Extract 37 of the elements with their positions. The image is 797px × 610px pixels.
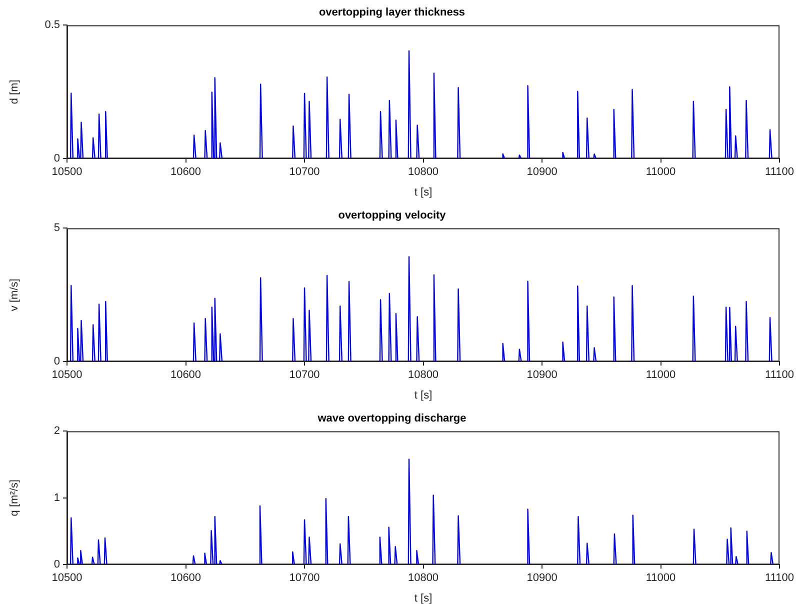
y-tick-label: 1: [54, 492, 60, 504]
x-tick-label: 11000: [646, 572, 676, 584]
x-axis-title: t [s]: [414, 389, 432, 402]
x-axis-title: t [s]: [414, 186, 432, 198]
x-tick-label: 10900: [526, 572, 558, 584]
x-tick-label: 10500: [52, 166, 82, 178]
x-tick-label: 10500: [52, 572, 82, 584]
y-axis-title: q [m²/s]: [8, 480, 21, 516]
y-tick-label: 0.5: [44, 19, 60, 32]
x-tick-label: 10600: [170, 166, 202, 178]
x-tick-label: 10700: [289, 572, 320, 584]
y-axis-title: d [m]: [8, 80, 21, 104]
x-tick-label: 11000: [646, 166, 676, 178]
x-axis-title: t [s]: [414, 592, 432, 604]
x-tick-label: 11000: [646, 369, 676, 382]
x-tick-label: 10800: [408, 572, 439, 584]
x-tick-label: 10500: [52, 369, 82, 382]
y-tick-label: 2: [54, 425, 60, 438]
y-tick-label: 5: [54, 222, 60, 234]
x-tick-label: 10800: [408, 166, 439, 178]
chart-title: overtopping layer thickness: [318, 6, 466, 19]
x-tick-label: 11100: [765, 369, 794, 382]
chart-title: overtopping velocity: [338, 210, 447, 222]
y-tick-label: 0: [54, 356, 60, 368]
x-tick-label: 10700: [289, 166, 320, 178]
y-tick-label: 0: [54, 558, 60, 571]
x-tick-label: 11100: [765, 166, 794, 178]
x-tick-label: 10600: [170, 572, 202, 584]
x-tick-label: 11100: [765, 572, 794, 584]
x-tick-label: 10800: [408, 369, 439, 382]
x-tick-label: 10900: [526, 369, 558, 382]
y-tick-label: 0: [54, 152, 60, 165]
x-tick-label: 10600: [170, 369, 202, 382]
y-axis-title: v [m/s]: [8, 278, 21, 312]
x-tick-label: 10900: [526, 166, 558, 178]
x-tick-label: 10700: [289, 369, 320, 382]
chart-title: wave overtopping discharge: [316, 412, 466, 425]
